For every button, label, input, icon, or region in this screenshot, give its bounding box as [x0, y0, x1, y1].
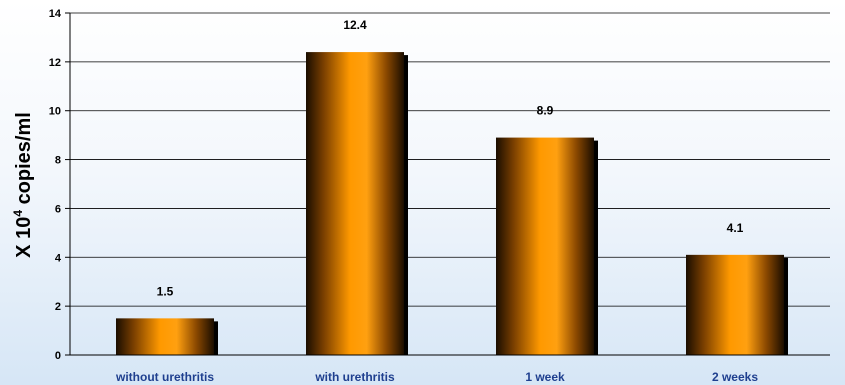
bar	[306, 52, 404, 355]
data-label: 8.9	[537, 104, 554, 118]
bar	[496, 137, 594, 355]
y-tick-label: 2	[55, 301, 61, 313]
labels: 1.5 without urethritis 12.4 with urethritis…	[115, 18, 758, 384]
y-tick-label: 0	[55, 350, 61, 362]
y-tick-label: 4	[55, 252, 62, 264]
x-category-label: with urethritis	[314, 370, 395, 384]
data-label: 4.1	[727, 221, 744, 235]
data-label: 1.5	[157, 284, 174, 298]
x-category-label: 1 week	[525, 370, 565, 384]
bars	[116, 52, 788, 355]
x-category-label: without urethritis	[115, 370, 214, 384]
y-axis-label: X 104 copies/ml	[11, 112, 35, 258]
y-tick-label: 12	[49, 57, 61, 69]
gridlines	[70, 12, 830, 356]
y-tick-label: 14	[49, 8, 62, 20]
y-axis: 0 2 4 6 8 10 12 14	[49, 8, 830, 362]
y-tick-label: 10	[49, 106, 61, 118]
y-tick-label: 6	[55, 203, 61, 215]
data-label: 12.4	[343, 18, 367, 32]
bar	[116, 318, 214, 355]
x-category-label: 2 weeks	[712, 370, 758, 384]
bar	[686, 254, 784, 355]
y-tick-label: 8	[55, 155, 61, 167]
